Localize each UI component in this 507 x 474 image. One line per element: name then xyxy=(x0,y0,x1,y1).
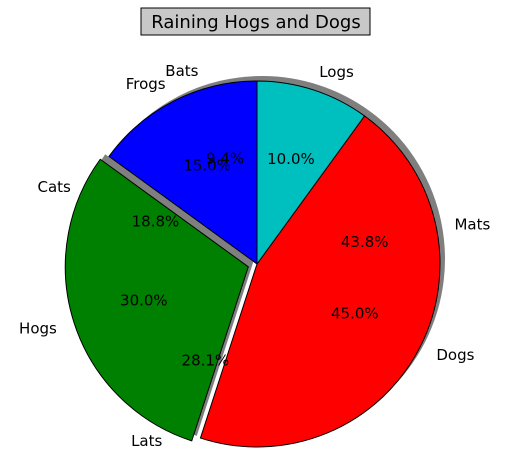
pie-wedges xyxy=(64,80,441,448)
slice-label-cats: Cats xyxy=(37,178,71,196)
slice-pct-frogs: 15.0% xyxy=(183,157,231,175)
wedge-logs xyxy=(256,80,366,266)
slice-pct-hogs: 30.0% xyxy=(120,291,168,309)
wedge-dogs xyxy=(199,115,441,448)
slice-pct-cats: 18.8% xyxy=(132,213,180,231)
primary-labels: Frogs 15.0% Hogs 30.0% Dogs 45.0% Logs 10.0% xyxy=(19,63,475,364)
wedge-hogs xyxy=(64,158,249,442)
slice-pct-dogs: 45.0% xyxy=(331,304,379,322)
slice-pct-logs: 10.0% xyxy=(267,150,315,168)
slice-label-frogs: Frogs xyxy=(126,75,166,93)
slice-label-logs: Logs xyxy=(319,63,354,81)
secondary-labels: Bats 9.4% Cats 18.8% Lats 28.1% Mats 43.8% xyxy=(37,62,490,450)
slice-label-dogs: Dogs xyxy=(436,346,474,364)
slice-label-hogs: Hogs xyxy=(19,320,57,338)
title-text: Raining Hogs and Dogs xyxy=(151,12,360,33)
slice-pct-mats: 43.8% xyxy=(341,233,389,251)
slice-pct-lats: 28.1% xyxy=(182,351,230,369)
wedge-frogs xyxy=(108,80,258,265)
slice-label-bats: Bats xyxy=(165,62,198,80)
slice-label-lats: Lats xyxy=(131,432,162,450)
slice-label-mats: Mats xyxy=(454,215,490,233)
slice-pct-bats: 9.4% xyxy=(206,149,244,167)
chart-title: Raining Hogs and Dogs xyxy=(140,7,371,36)
title-box xyxy=(140,7,371,36)
